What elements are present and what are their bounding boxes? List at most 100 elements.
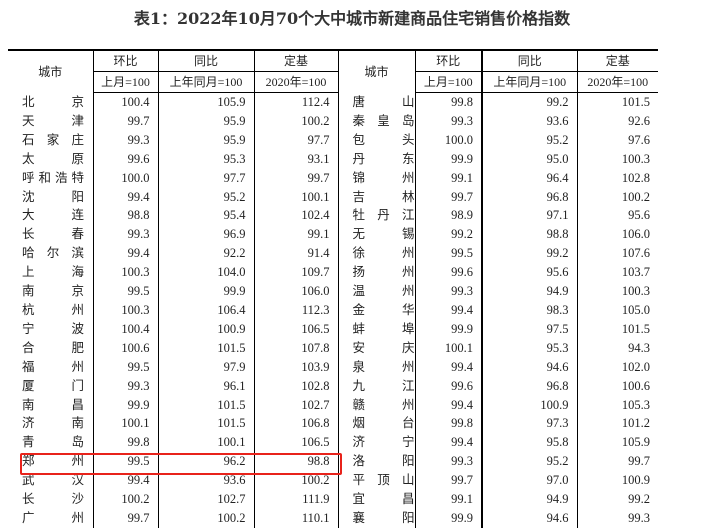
table-row: 南昌 99.9 101.5 102.7 赣州 99.4 100.9 105.3 bbox=[8, 395, 658, 415]
cell-base: 99.1 bbox=[253, 225, 338, 245]
cell-yoy: 93.6 bbox=[481, 111, 577, 131]
cell-base: 105.9 bbox=[576, 433, 658, 453]
header-mom-sub-right: 上月=100 bbox=[414, 71, 482, 93]
city-name: 哈尔滨 bbox=[22, 245, 84, 261]
cell-yoy: 104.0 bbox=[157, 263, 254, 283]
city-name: 包头 bbox=[352, 131, 415, 147]
cell-base: 111.9 bbox=[253, 490, 338, 509]
cell-base: 98.8 bbox=[253, 452, 338, 472]
city-name: 青岛 bbox=[22, 434, 84, 450]
table-row: 石家庄 99.3 95.9 97.7 包头 100.0 95.2 97.6 bbox=[8, 130, 658, 150]
cell-mom: 98.9 bbox=[414, 206, 482, 226]
cell-base: 100.3 bbox=[576, 149, 658, 169]
cell-yoy: 95.2 bbox=[481, 452, 577, 472]
cell-city: 泉州 bbox=[337, 357, 415, 377]
cell-base: 101.2 bbox=[576, 414, 658, 434]
city-name: 平顶山 bbox=[352, 472, 415, 488]
city-name: 洛阳 bbox=[352, 453, 415, 469]
cell-mom: 100.3 bbox=[92, 300, 158, 320]
cell-yoy: 106.4 bbox=[157, 300, 254, 320]
cell-mom: 99.3 bbox=[414, 452, 482, 472]
header-yoy: 同比 bbox=[157, 50, 254, 72]
city-name: 上海 bbox=[22, 264, 84, 280]
cell-city: 广州 bbox=[8, 509, 93, 528]
table-row: 北京 100.4 105.9 112.4 唐山 99.8 99.2 101.5 bbox=[8, 92, 658, 112]
city-name: 长沙 bbox=[22, 491, 84, 507]
cell-yoy: 96.9 bbox=[157, 225, 254, 245]
table-row: 济南 100.1 101.5 106.8 烟台 99.8 97.3 101.2 bbox=[8, 414, 658, 434]
table-title: 表1：2022年10月70个大中城市新建商品住宅销售价格指数 bbox=[133, 9, 571, 28]
cell-base: 102.8 bbox=[576, 168, 658, 188]
cell-yoy: 96.1 bbox=[157, 376, 254, 396]
table-row: 大连 98.8 95.4 102.4 牡丹江 98.9 97.1 95.6 bbox=[8, 206, 658, 226]
cell-yoy: 99.2 bbox=[481, 244, 577, 264]
cell-base: 100.6 bbox=[576, 376, 658, 396]
cell-mom: 100.6 bbox=[92, 338, 158, 358]
cell-base: 106.5 bbox=[253, 433, 338, 453]
cell-yoy: 95.4 bbox=[157, 206, 254, 226]
cell-yoy: 100.1 bbox=[157, 433, 254, 453]
cell-mom: 100.1 bbox=[414, 338, 482, 358]
cell-yoy: 98.8 bbox=[481, 225, 577, 245]
cell-base: 102.7 bbox=[253, 395, 338, 415]
cell-base: 94.3 bbox=[576, 338, 658, 358]
cell-mom: 99.7 bbox=[414, 187, 482, 207]
cell-yoy: 105.9 bbox=[157, 92, 254, 112]
cell-mom: 99.9 bbox=[414, 149, 482, 169]
cell-yoy: 96.4 bbox=[481, 168, 577, 188]
cell-city: 福州 bbox=[8, 358, 93, 377]
city-name: 徐州 bbox=[352, 245, 415, 261]
cell-mom: 99.6 bbox=[414, 263, 482, 283]
cell-yoy: 94.9 bbox=[481, 490, 577, 509]
cell-base: 99.7 bbox=[253, 168, 338, 188]
cell-yoy: 94.6 bbox=[481, 508, 577, 528]
cell-base: 102.8 bbox=[253, 376, 338, 396]
header-row: 城市 环比 同比 定基 城市 环比 同比 定基 bbox=[8, 50, 658, 93]
cell-yoy: 96.8 bbox=[481, 376, 577, 396]
cell-base: 105.3 bbox=[576, 395, 658, 415]
cell-yoy: 97.3 bbox=[481, 414, 577, 434]
cell-mom: 100.1 bbox=[92, 414, 158, 434]
table-row: 天津 99.7 95.9 100.2 秦皇岛 99.3 93.6 92.6 bbox=[8, 111, 658, 131]
city-name: 郑州 bbox=[22, 453, 84, 469]
cell-yoy: 99.2 bbox=[481, 92, 577, 112]
city-name: 九江 bbox=[352, 377, 415, 393]
cell-mom: 99.5 bbox=[414, 244, 482, 264]
cell-base: 112.3 bbox=[253, 300, 338, 320]
table-row: 青岛 99.8 100.1 106.5 济宁 99.4 95.8 105.9 bbox=[8, 433, 658, 453]
cell-base: 101.5 bbox=[576, 92, 658, 112]
cell-city: 合肥 bbox=[8, 339, 93, 358]
cell-base: 100.2 bbox=[576, 187, 658, 207]
header-mom: 环比 bbox=[92, 50, 158, 72]
cell-yoy: 101.5 bbox=[157, 414, 254, 434]
table-row: 厦门 99.3 96.1 102.8 九江 99.6 96.8 100.6 bbox=[8, 376, 658, 396]
cell-base: 95.6 bbox=[576, 206, 658, 226]
city-name: 长春 bbox=[22, 226, 84, 242]
cell-yoy: 95.2 bbox=[481, 130, 577, 150]
cell-city: 上海 bbox=[8, 263, 93, 282]
city-name: 南京 bbox=[22, 283, 84, 299]
header-mom-sub: 上月=100 bbox=[92, 71, 158, 93]
city-name: 济南 bbox=[22, 415, 84, 431]
cell-mom: 99.3 bbox=[414, 111, 482, 131]
cell-base: 110.1 bbox=[253, 508, 338, 528]
city-name: 福州 bbox=[22, 358, 84, 374]
cell-city: 厦门 bbox=[8, 377, 93, 396]
cell-city: 唐山 bbox=[337, 92, 415, 112]
cell-city: 烟台 bbox=[337, 414, 415, 434]
cell-mom: 99.4 bbox=[92, 244, 158, 264]
cell-base: 99.7 bbox=[576, 452, 658, 472]
cell-base: 93.1 bbox=[253, 149, 338, 169]
cell-city: 宁波 bbox=[8, 320, 93, 339]
table-row: 广州 99.7 100.2 110.1 襄阳 99.9 94.6 99.3 bbox=[8, 508, 658, 528]
cell-mom: 99.1 bbox=[414, 168, 482, 188]
cell-city: 沈阳 bbox=[8, 188, 93, 207]
cell-city: 安庆 bbox=[337, 338, 415, 358]
price-index-table: 城市 环比 同比 定基 城市 环比 同比 定基 上月=100 上年同月=100 … bbox=[8, 49, 658, 528]
city-name: 金华 bbox=[352, 301, 415, 317]
cell-base: 99.3 bbox=[576, 508, 658, 528]
cell-mom: 99.2 bbox=[414, 225, 482, 245]
table-row: 郑州 99.5 96.2 98.8 洛阳 99.3 95.2 99.7 bbox=[8, 452, 658, 472]
header-base-sub: 2020年=100 bbox=[253, 71, 338, 93]
cell-city: 天津 bbox=[8, 112, 93, 131]
